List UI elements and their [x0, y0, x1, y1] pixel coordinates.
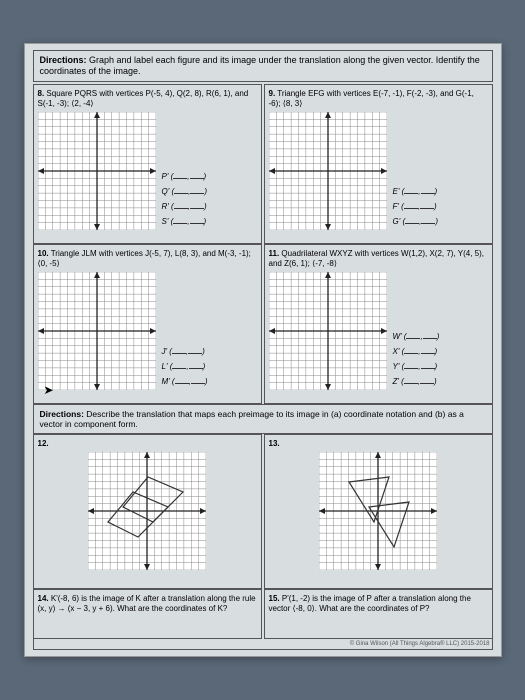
pt: S': [162, 217, 169, 226]
pt: F': [393, 202, 399, 211]
cell-q14: 14. K'(-8, 6) is the image of K after a …: [33, 589, 262, 639]
q9-body: Triangle EFG with vertices E(-7, -1), F(…: [269, 89, 474, 108]
q10-text: 10. Triangle JLM with vertices J(-5, 7),…: [38, 249, 257, 269]
row-8-9: 8. Square PQRS with vertices P(-5, 4), Q…: [33, 84, 493, 244]
grid-q10: [38, 272, 156, 390]
pt: E': [393, 187, 400, 196]
labels-q9: E' (,) F' (,) G' (,): [393, 184, 439, 230]
cell-q10: 10. Triangle JLM with vertices J(-5, 7),…: [33, 244, 262, 404]
pt: Q': [162, 187, 170, 196]
footer: © Gina Wilson (All Things Algebra® LLC) …: [33, 639, 493, 650]
pt: W': [393, 332, 402, 341]
labels-q10: J' (,) L' (,) M' (,): [162, 344, 208, 390]
pt: Y': [393, 362, 400, 371]
grid-q13: [319, 452, 437, 570]
q13-num: 13.: [269, 439, 280, 448]
labels-q11: W' (,) X' (,) Y' (,) Z' (,): [393, 329, 440, 390]
q10-body: Triangle JLM with vertices J(-5, 7), L(8…: [38, 249, 251, 268]
directions2-box: Directions: Describe the translation tha…: [33, 404, 493, 434]
cell-q11: 11. Quadrilateral WXYZ with vertices W(1…: [264, 244, 493, 404]
q14-num: 14.: [38, 594, 49, 603]
labels-q8: P' (,) Q' (,) R' (,) S' (,): [162, 169, 208, 230]
pt: P': [162, 172, 169, 181]
q14-text: 14. K'(-8, 6) is the image of K after a …: [38, 594, 257, 614]
q11-text: 11. Quadrilateral WXYZ with vertices W(1…: [269, 249, 488, 269]
worksheet: Directions: Graph and label each figure …: [24, 43, 502, 657]
cell-q15: 15. P'(1, -2) is the image of P after a …: [264, 589, 493, 639]
cursor-icon: ➤: [44, 383, 54, 397]
pt: M': [162, 377, 170, 386]
directions-box: Directions: Graph and label each figure …: [33, 50, 493, 82]
pt: J': [162, 347, 168, 356]
pt: L': [162, 362, 168, 371]
q15-body: P'(1, -2) is the image of P after a tran…: [269, 594, 471, 613]
pt: R': [162, 202, 169, 211]
q9-num: 9.: [269, 89, 276, 98]
row-12-13: 12. 13.: [33, 434, 493, 589]
pt: X': [393, 347, 400, 356]
q10-num: 10.: [38, 249, 49, 258]
cell-q9: 9. Triangle EFG with vertices E(-7, -1),…: [264, 84, 493, 244]
row-10-11: 10. Triangle JLM with vertices J(-5, 7),…: [33, 244, 493, 404]
grid-q9: [269, 112, 387, 230]
q8-body: Square PQRS with vertices P(-5, 4), Q(2,…: [38, 89, 249, 108]
directions-label: Directions:: [40, 55, 87, 65]
row-14-15: 14. K'(-8, 6) is the image of K after a …: [33, 589, 493, 639]
q8-num: 8.: [38, 89, 45, 98]
cell-q8: 8. Square PQRS with vertices P(-5, 4), Q…: [33, 84, 262, 244]
q15-num: 15.: [269, 594, 280, 603]
directions2-label: Directions:: [40, 409, 84, 419]
grid-q8: [38, 112, 156, 230]
pt: Z': [393, 377, 399, 386]
q11-body: Quadrilateral WXYZ with vertices W(1,2),…: [269, 249, 485, 268]
q8-text: 8. Square PQRS with vertices P(-5, 4), Q…: [38, 89, 257, 109]
q12-num: 12.: [38, 439, 49, 448]
grid-q11: [269, 272, 387, 390]
cell-q13: 13.: [264, 434, 493, 589]
grid-q12: [88, 452, 206, 570]
q11-num: 11.: [269, 249, 280, 258]
q14-body: K'(-8, 6) is the image of K after a tran…: [38, 594, 256, 613]
directions-text: Graph and label each figure and its imag…: [40, 55, 480, 76]
q15-text: 15. P'(1, -2) is the image of P after a …: [269, 594, 488, 614]
directions2-text: Describe the translation that maps each …: [40, 409, 464, 429]
pt: G': [393, 217, 401, 226]
q9-text: 9. Triangle EFG with vertices E(-7, -1),…: [269, 89, 488, 109]
cell-q12: 12.: [33, 434, 262, 589]
